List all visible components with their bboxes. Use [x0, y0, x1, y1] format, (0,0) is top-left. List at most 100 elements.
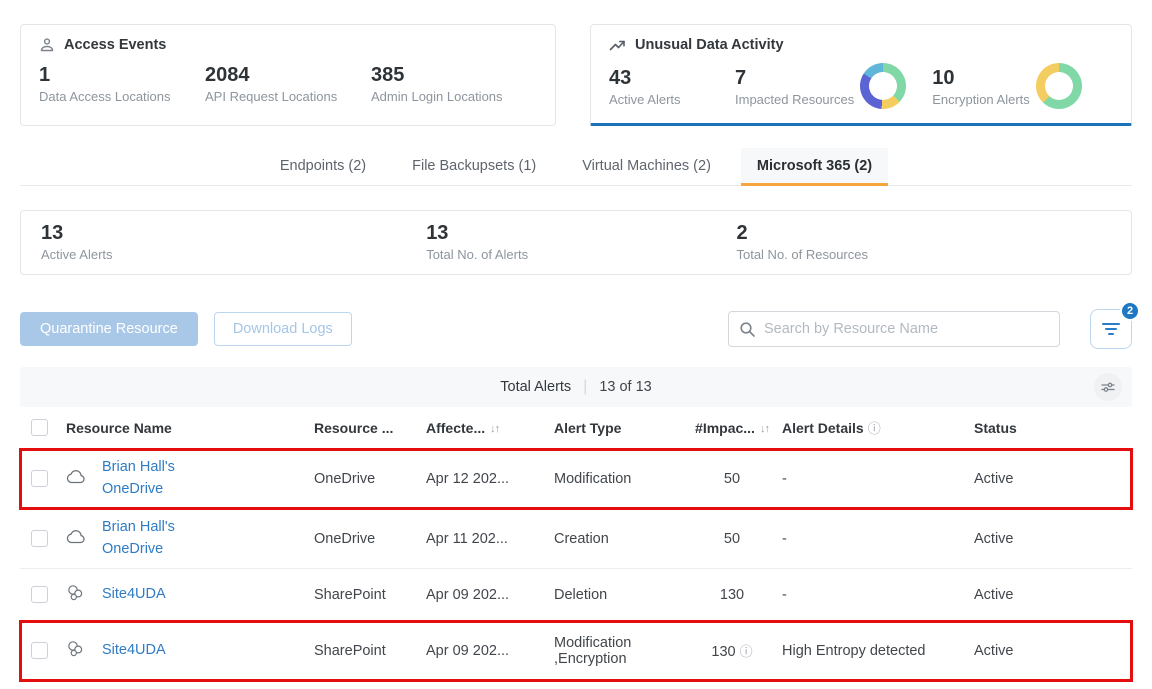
- col-label: #Impac...: [695, 419, 755, 436]
- stat-admin-login-locations: 385 Admin Login Locations: [371, 63, 537, 104]
- sharepoint-icon: [68, 640, 83, 656]
- resource-type-cell: OneDrive: [314, 530, 376, 547]
- table-caption: Total Alerts | 13 of 13: [500, 378, 652, 396]
- table-header-row: Resource Name Resource ... Affecte... ↓↑ …: [20, 407, 1132, 449]
- onedrive-cloud-icon: [66, 470, 85, 484]
- workload-tab-bar: Endpoints (2) File Backupsets (1) Virtua…: [20, 148, 1132, 186]
- resource-name-link[interactable]: Site4UDA: [102, 585, 166, 602]
- tab-label: Virtual Machines (2): [582, 158, 711, 174]
- row-checkbox[interactable]: [31, 470, 48, 487]
- stat-label: Data Access Locations: [39, 89, 171, 104]
- stat-impacted-resources: 7 Impacted Resources: [735, 66, 854, 107]
- onedrive-cloud-icon: [66, 530, 85, 544]
- stat-value: 2: [736, 222, 748, 244]
- col-alert-type[interactable]: Alert Type: [554, 420, 682, 436]
- sort-icon[interactable]: ↓↑: [759, 422, 770, 435]
- filter-icon: [1102, 323, 1120, 335]
- stat-value: 7: [735, 66, 747, 89]
- table-settings-button[interactable]: [1094, 373, 1122, 401]
- top-cards: Access Events 1 Data Access Locations 20…: [20, 24, 1132, 126]
- stat-value: 13: [41, 222, 64, 244]
- table-row[interactable]: Brian Hall's OneDrive OneDrive Apr 12 20…: [19, 448, 1133, 510]
- unusual-data-activity-header: Unusual Data Activity: [609, 37, 1113, 53]
- resource-name-link[interactable]: Brian Hall's OneDrive: [102, 459, 175, 497]
- alert-details-cell: -: [782, 530, 787, 547]
- info-icon[interactable]: ⓘ: [867, 421, 881, 436]
- alert-details-cell: -: [782, 586, 787, 603]
- stat-data-access-locations: 1 Data Access Locations: [39, 63, 205, 104]
- col-label: Resource Name: [66, 419, 172, 436]
- affected-cell: Apr 09 202...: [426, 642, 510, 659]
- table-row[interactable]: Site4UDA SharePoint Apr 09 202... Modifi…: [19, 620, 1133, 682]
- col-affected[interactable]: Affecte... ↓↑: [426, 420, 554, 436]
- summary-total-alerts: 13 Total No. of Alerts: [426, 221, 736, 262]
- info-icon[interactable]: ⓘ: [739, 644, 753, 659]
- quarantine-resource-button[interactable]: Quarantine Resource: [20, 312, 198, 346]
- download-logs-button[interactable]: Download Logs: [213, 312, 352, 346]
- stat-value: 385: [371, 64, 405, 86]
- col-label: Resource ...: [314, 419, 394, 436]
- col-impacted[interactable]: #Impac... ↓↑: [682, 420, 782, 436]
- encryption-alerts-donut-chart: [1035, 63, 1082, 109]
- stat-api-request-locations: 2084 API Request Locations: [205, 63, 371, 104]
- alert-type-cell: Modification: [554, 470, 632, 487]
- row-checkbox[interactable]: [31, 530, 48, 547]
- tab-virtual-machines[interactable]: Virtual Machines (2): [566, 148, 727, 186]
- table-toolbar: Quarantine Resource Download Logs 2: [20, 301, 1140, 349]
- resource-search-box[interactable]: [728, 311, 1060, 347]
- resource-name-link[interactable]: Brian Hall's OneDrive: [102, 519, 175, 557]
- col-resource-type[interactable]: Resource ...: [314, 420, 426, 436]
- row-checkbox[interactable]: [31, 642, 48, 659]
- impacted-cell: 50ⓘ: [723, 530, 741, 547]
- stat-encryption-alerts: 10 Encryption Alerts: [932, 66, 1030, 107]
- tab-label: Microsoft 365 (2): [756, 158, 873, 174]
- access-events-stats: 1 Data Access Locations 2084 API Request…: [39, 63, 537, 104]
- alerts-summary-card: 13 Active Alerts 13 Total No. of Alerts …: [20, 210, 1132, 275]
- stat-label: Active Alerts: [41, 247, 113, 262]
- col-alert-details[interactable]: Alert Details ⓘ: [782, 418, 974, 437]
- stat-label: Admin Login Locations: [371, 89, 503, 104]
- stat-label: Active Alerts: [609, 91, 681, 107]
- unusual-data-activity-card[interactable]: Unusual Data Activity 43 Active Alerts 7…: [590, 24, 1132, 126]
- select-all-checkbox[interactable]: [31, 419, 48, 436]
- tab-endpoints[interactable]: Endpoints (2): [264, 148, 382, 186]
- affected-cell: Apr 09 202...: [426, 586, 510, 603]
- summary-active-alerts: 13 Active Alerts: [41, 221, 426, 262]
- alert-details-cell: -: [782, 470, 787, 487]
- filter-button[interactable]: 2: [1090, 301, 1140, 349]
- alert-type-cell: Creation: [554, 530, 609, 547]
- unusual-data-activity-stats: 43 Active Alerts 7 Impacted Resources 10…: [609, 63, 1113, 109]
- status-cell: Active: [974, 586, 1014, 603]
- impacted-resources-donut-chart: [860, 63, 907, 109]
- stat-label: Total No. of Resources: [736, 247, 868, 262]
- resource-type-cell: OneDrive: [314, 470, 376, 487]
- person-icon: [40, 38, 54, 52]
- alerts-table: Total Alerts | 13 of 13 Resource Name Re…: [19, 367, 1133, 682]
- sort-icon[interactable]: ↓↑: [490, 422, 500, 435]
- col-label: Status: [974, 419, 1017, 436]
- tab-label: File Backupsets (1): [412, 158, 537, 174]
- search-input[interactable]: [764, 321, 1049, 337]
- tab-label: Endpoints (2): [279, 158, 367, 174]
- trending-up-icon: [609, 40, 625, 51]
- stat-label: Impacted Resources: [735, 91, 855, 107]
- status-cell: Active: [974, 530, 1014, 547]
- table-caption-band: Total Alerts | 13 of 13: [20, 367, 1132, 407]
- col-status[interactable]: Status: [974, 420, 1132, 436]
- resource-type-cell: SharePoint: [314, 586, 386, 603]
- resource-name-link[interactable]: Site4UDA: [102, 641, 166, 658]
- stat-value: 1: [39, 64, 51, 86]
- table-row[interactable]: Site4UDA SharePoint Apr 09 202... Deleti…: [20, 569, 1132, 621]
- row-checkbox[interactable]: [31, 586, 48, 603]
- tab-file-backupsets[interactable]: File Backupsets (1): [396, 148, 552, 186]
- affected-cell: Apr 12 202...: [426, 470, 510, 487]
- alert-details-cell: High Entropy detected: [782, 642, 926, 659]
- col-resource-name[interactable]: Resource Name: [66, 420, 314, 436]
- access-events-card: Access Events 1 Data Access Locations 20…: [20, 24, 556, 126]
- alert-type-cell: Modification ,Encryption: [554, 634, 632, 667]
- tab-microsoft-365[interactable]: Microsoft 365 (2): [740, 148, 889, 186]
- table-row[interactable]: Brian Hall's OneDrive OneDrive Apr 11 20…: [20, 509, 1132, 569]
